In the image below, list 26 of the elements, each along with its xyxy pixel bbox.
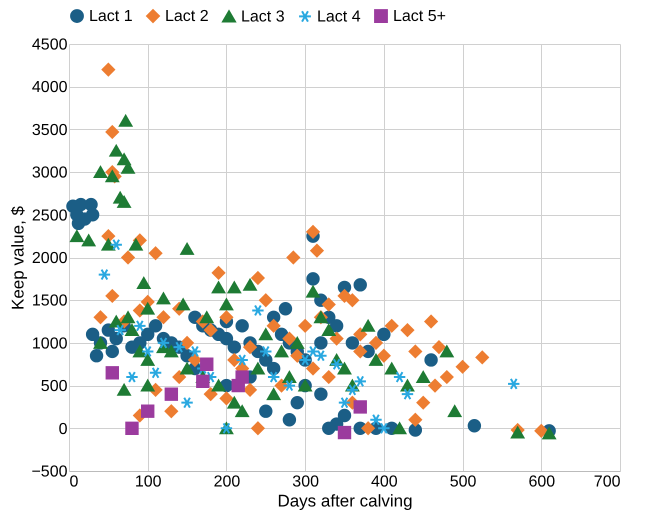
legend-label: Lact 3 xyxy=(241,8,285,26)
y-tick-label: 2000 xyxy=(32,250,68,267)
y-tick-label: 1500 xyxy=(32,292,68,310)
y-tick-label: 2500 xyxy=(32,207,68,224)
y-tick-label: 3500 xyxy=(32,122,68,139)
x-tick-label: 500 xyxy=(450,474,477,490)
y-tick-label: 4500 xyxy=(32,36,68,54)
y-tick-label: 0 xyxy=(58,420,68,438)
legend-label: Lact 5+ xyxy=(393,8,446,26)
x-tick-label: 100 xyxy=(134,474,162,490)
x-tick-label: 400 xyxy=(371,474,398,490)
x-tick-label: 300 xyxy=(292,474,320,490)
y-tick-label: 3000 xyxy=(32,164,68,182)
x-tick-label: 0 xyxy=(70,474,78,490)
y-tick-label: 4000 xyxy=(32,79,68,96)
y-axis-title: Keep value, $ xyxy=(8,205,28,310)
y-tick-label: 1000 xyxy=(32,335,68,352)
x-tick-label: 600 xyxy=(528,474,556,490)
legend-label: Lact 1 xyxy=(89,8,133,26)
legend-label: Lact 2 xyxy=(165,8,209,26)
x-tick-label: 200 xyxy=(214,474,240,490)
y-tick-label: −500 xyxy=(31,464,68,480)
x-tick-label: 700 xyxy=(594,474,621,490)
y-tick-label: 500 xyxy=(40,378,68,396)
legend-label: Lact 4 xyxy=(317,8,361,26)
x-axis-title: Days after calving xyxy=(277,492,413,510)
